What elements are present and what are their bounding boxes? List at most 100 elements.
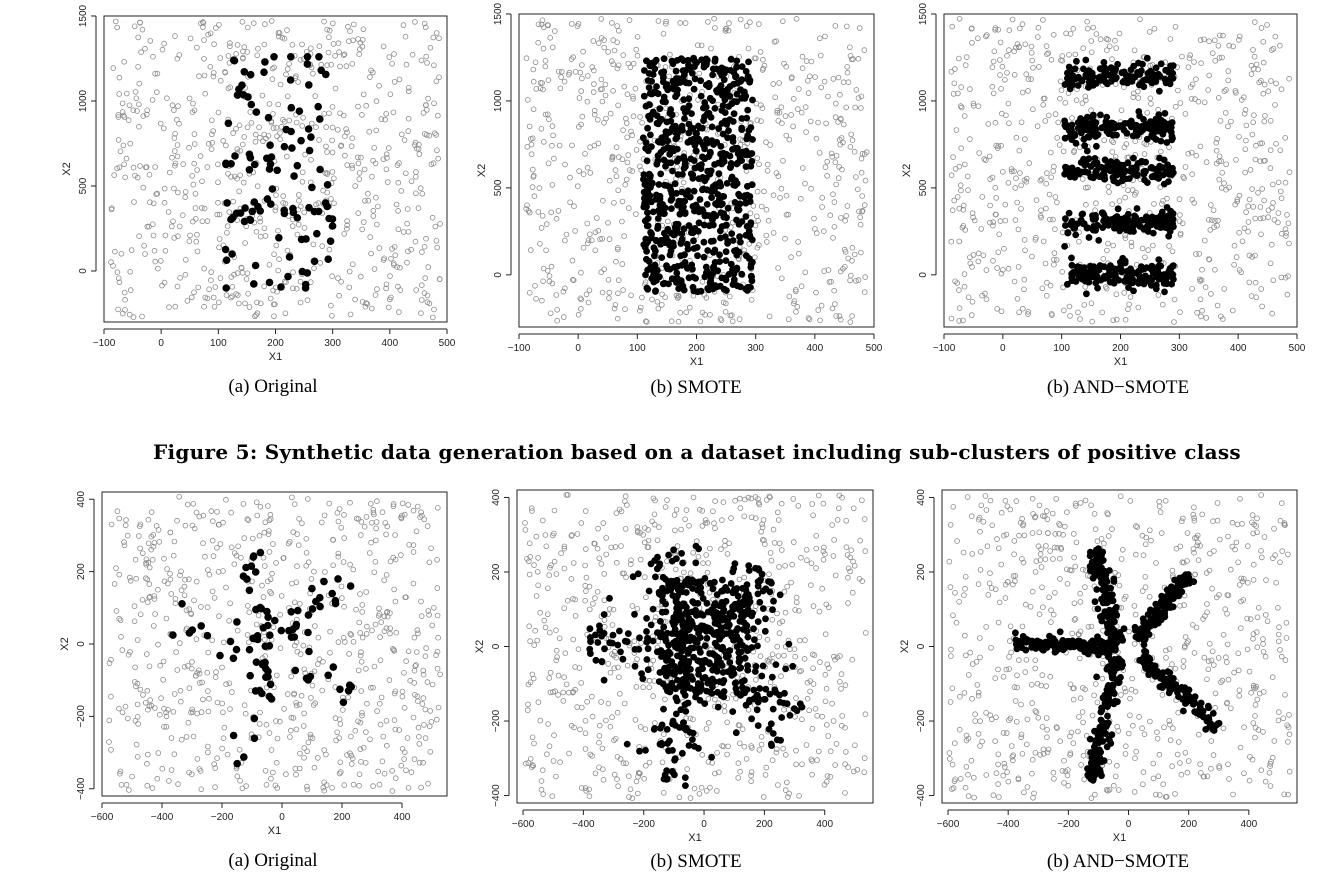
- majority-point: [355, 160, 362, 167]
- majority-point: [225, 171, 231, 177]
- majority-point: [115, 275, 122, 282]
- majority-point: [745, 494, 752, 501]
- majority-point: [142, 251, 148, 257]
- majority-point: [990, 257, 996, 264]
- majority-point: [178, 587, 185, 593]
- majority-point: [1135, 95, 1142, 101]
- minority-point: [1124, 210, 1132, 218]
- majority-point: [268, 119, 275, 126]
- majority-point: [983, 32, 990, 38]
- majority-point: [804, 557, 810, 564]
- majority-point: [780, 745, 786, 752]
- majority-point: [317, 260, 324, 266]
- majority-point: [238, 265, 245, 271]
- majority-point: [378, 116, 385, 122]
- majority-point: [563, 231, 570, 238]
- majority-point: [805, 90, 812, 96]
- minority-point: [717, 82, 725, 89]
- minority-point: [648, 230, 655, 238]
- minority-point: [304, 125, 313, 133]
- majority-point: [634, 528, 641, 534]
- majority-point: [1005, 100, 1012, 107]
- majority-point: [695, 97, 701, 103]
- majority-point: [827, 774, 834, 780]
- majority-point: [792, 288, 799, 295]
- minority-point: [644, 266, 651, 274]
- majority-point: [736, 740, 743, 747]
- majority-point: [804, 695, 811, 702]
- majority-point: [204, 164, 211, 170]
- majority-point: [301, 754, 307, 761]
- majority-point: [391, 79, 398, 85]
- majority-point: [997, 57, 1003, 63]
- majority-point: [814, 712, 820, 719]
- majority-point: [615, 102, 621, 109]
- minority-point: [1089, 127, 1097, 135]
- majority-point: [810, 665, 816, 672]
- majority-point: [219, 700, 226, 707]
- majority-point: [948, 68, 955, 75]
- minority-point: [1062, 215, 1069, 223]
- majority-point: [540, 45, 547, 52]
- majority-point: [815, 307, 821, 313]
- majority-point: [358, 518, 365, 525]
- majority-point: [582, 508, 589, 514]
- majority-point: [383, 625, 390, 631]
- majority-point: [859, 208, 865, 215]
- minority-point: [1146, 278, 1154, 286]
- majority-point: [228, 509, 235, 516]
- majority-point: [300, 642, 307, 649]
- minority-point: [652, 237, 660, 245]
- majority-point: [806, 316, 813, 323]
- majority-point: [311, 764, 318, 771]
- majority-point: [345, 694, 352, 701]
- majority-point: [221, 724, 228, 731]
- majority-point: [586, 287, 593, 294]
- majority-point: [190, 218, 196, 225]
- majority-point: [722, 308, 729, 315]
- majority-point: [412, 142, 418, 148]
- majority-point: [568, 533, 575, 539]
- majority-point: [371, 266, 378, 272]
- majority-point: [563, 681, 570, 688]
- majority-point: [766, 313, 773, 320]
- majority-point: [383, 111, 390, 117]
- minority-point: [1103, 127, 1111, 135]
- majority-point: [998, 270, 1005, 277]
- minority-point: [233, 91, 242, 99]
- majority-point: [297, 278, 304, 285]
- majority-point: [1011, 72, 1018, 78]
- majority-point: [622, 181, 629, 188]
- majority-point: [289, 494, 295, 501]
- majority-point: [1099, 309, 1105, 316]
- majority-point: [108, 206, 115, 213]
- majority-point: [423, 235, 429, 242]
- majority-point: [1142, 254, 1148, 261]
- minority-point: [1102, 215, 1110, 223]
- majority-point: [201, 205, 208, 212]
- majority-point: [1179, 53, 1185, 60]
- majority-point: [1060, 284, 1066, 291]
- majority-point: [336, 770, 343, 777]
- majority-point: [1251, 53, 1258, 60]
- majority-point: [167, 169, 173, 176]
- majority-point: [248, 120, 255, 126]
- majority-point: [790, 123, 796, 130]
- majority-point: [272, 301, 278, 308]
- majority-point: [236, 300, 242, 307]
- majority-point: [340, 634, 347, 641]
- majority-point: [763, 206, 770, 213]
- majority-point: [241, 535, 248, 541]
- majority-point: [303, 549, 310, 556]
- majority-point: [176, 223, 183, 230]
- majority-point: [1203, 159, 1210, 165]
- majority-point: [263, 135, 269, 142]
- majority-point: [280, 555, 287, 561]
- majority-point: [793, 695, 799, 701]
- majority-point: [396, 727, 403, 733]
- majority-point: [1250, 204, 1257, 210]
- majority-point: [994, 145, 1001, 151]
- majority-point: [664, 497, 670, 503]
- minority-point: [1061, 170, 1069, 178]
- majority-point: [584, 220, 591, 227]
